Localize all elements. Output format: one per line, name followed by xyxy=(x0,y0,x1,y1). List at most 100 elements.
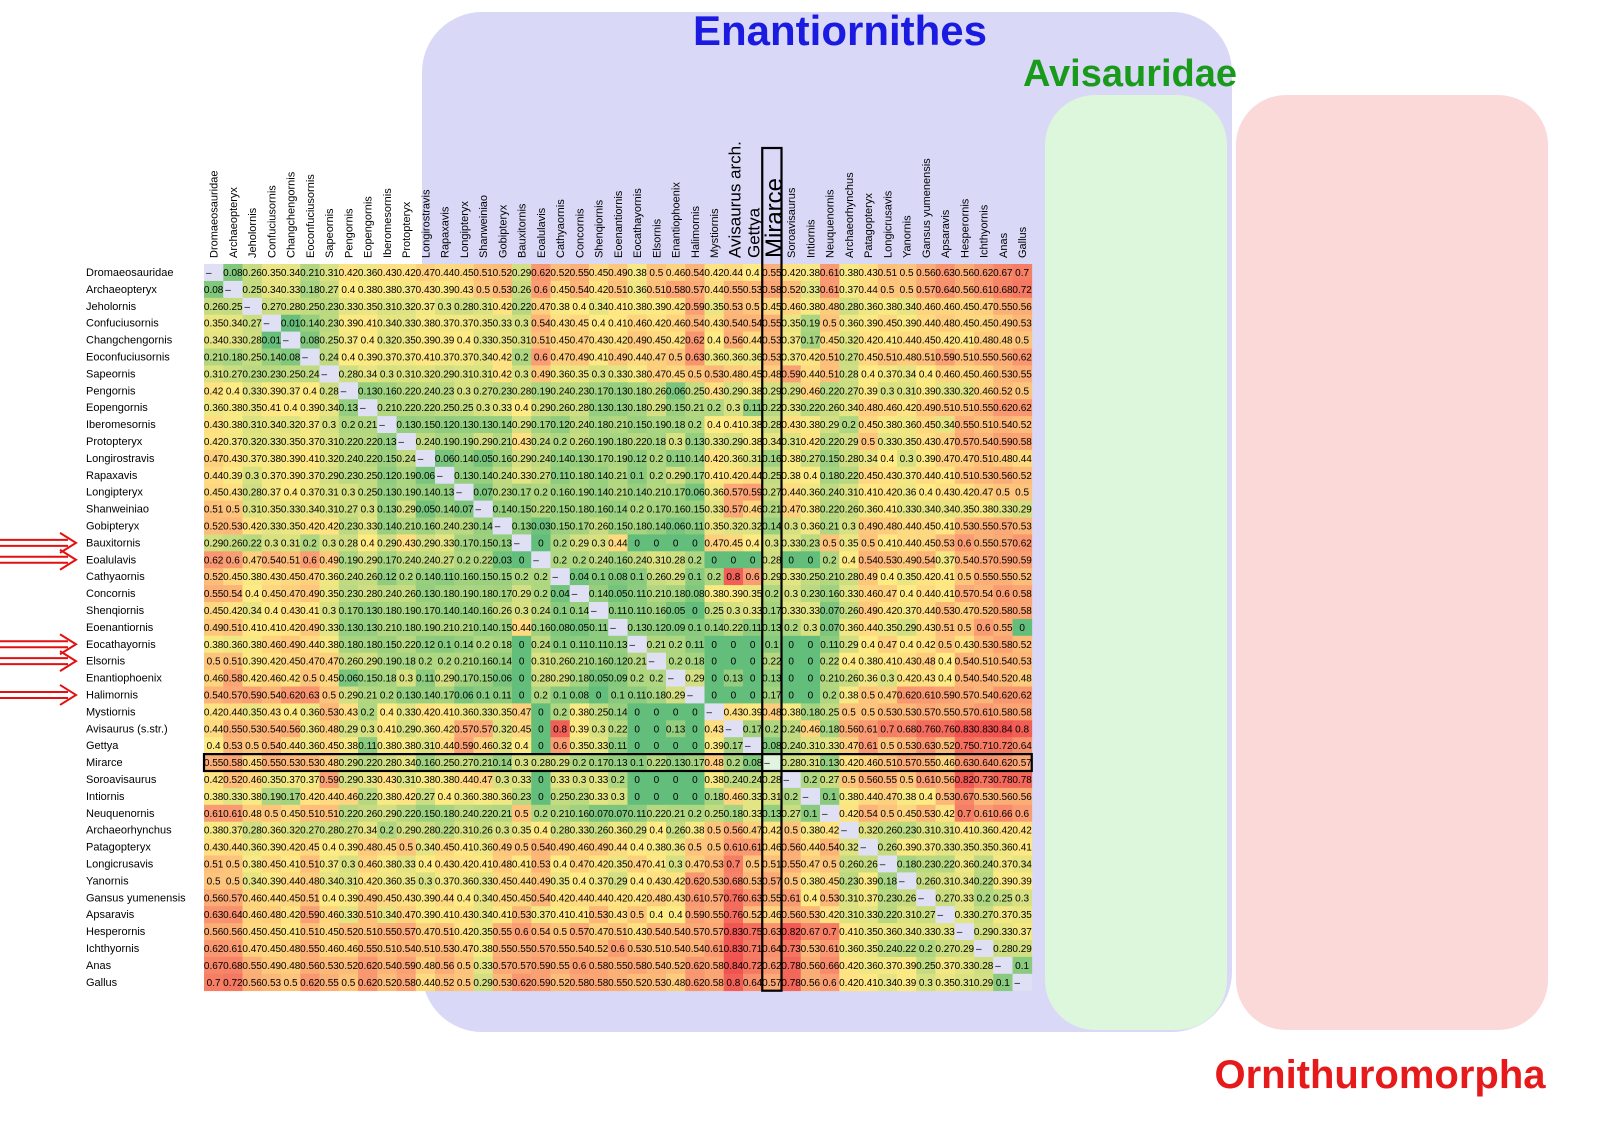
cell-value: 0.5 xyxy=(784,876,798,887)
cell-value: 0.25 xyxy=(454,403,474,414)
cell-value: 0 xyxy=(788,555,794,566)
cell-value: 0.3 xyxy=(1015,893,1029,904)
cell-value: 0.4 xyxy=(592,319,606,330)
column-label: Apsaravis xyxy=(940,209,952,258)
cell xyxy=(396,297,417,316)
cell-value: 0.34 xyxy=(916,505,936,516)
cell xyxy=(415,297,436,316)
cell-diagonal-mark: – xyxy=(764,758,770,769)
cell-value: 0.36 xyxy=(242,843,262,854)
cell-value: 0.15 xyxy=(550,522,570,533)
cell-value: 0.67 xyxy=(993,268,1013,279)
cell-value: 0.55 xyxy=(358,944,378,955)
cell-value: 0.17 xyxy=(454,674,474,685)
cell-value: 0.51 xyxy=(435,927,455,938)
cell-value: 0.67 xyxy=(204,961,224,972)
cell-value: 0.45 xyxy=(916,420,936,431)
cell-value: 0.45 xyxy=(955,302,975,313)
cell-value: 0.3 xyxy=(592,538,606,549)
cell-value: 0.58 xyxy=(627,961,647,972)
cell-diagonal-mark: – xyxy=(495,522,501,533)
cell xyxy=(338,297,359,316)
cell-value: 0.28 xyxy=(762,775,782,786)
cell xyxy=(415,314,436,332)
cell-value: 0.44 xyxy=(916,471,936,482)
cell-value: 0.5 xyxy=(399,843,413,854)
cell-value: 0.51 xyxy=(223,623,243,634)
cell-value: 0.54 xyxy=(647,927,667,938)
cell-value: 0.29 xyxy=(339,724,359,735)
cell-value: 0.64 xyxy=(935,285,955,296)
cell-value: 0.3 xyxy=(784,522,798,533)
cell-value: 0.38 xyxy=(743,420,763,431)
cell-value: 0.2 xyxy=(553,707,567,718)
cell xyxy=(512,280,532,299)
column-label: Archaeorhynchus xyxy=(844,172,856,258)
cell-value: 0.14 xyxy=(454,640,474,651)
cell-value: 0.17 xyxy=(762,606,782,617)
cell-value: 0.51 xyxy=(935,623,955,634)
cell-value: 0.4 xyxy=(630,876,644,887)
cell-value: 0.11 xyxy=(358,741,377,752)
cell-value: 0.2 xyxy=(399,572,413,583)
cell-value: 0.11 xyxy=(551,471,570,482)
cell-value: 0.49 xyxy=(993,319,1013,330)
cell-value: 0.41 xyxy=(647,860,667,871)
cell-value: 0.16 xyxy=(493,454,513,465)
cell-value: 0.3 xyxy=(457,386,471,397)
cell-value: 0.15 xyxy=(377,640,397,651)
cell-value: 0.29 xyxy=(339,758,359,769)
cell-value: 0.45 xyxy=(878,319,898,330)
cell-value: 0.37 xyxy=(262,488,282,499)
cell-value: 0.38 xyxy=(897,792,917,803)
cell xyxy=(897,314,917,332)
cell-value: 0.34 xyxy=(897,927,917,938)
cell-value: 0.13 xyxy=(608,403,628,414)
cell-value: 0.37 xyxy=(993,910,1013,921)
cell-value: 0.52 xyxy=(743,910,763,921)
cell-value: 0.33 xyxy=(319,623,339,634)
cell-value: 0.17 xyxy=(570,522,590,533)
cell-value: 0.38 xyxy=(358,285,378,296)
cell-value: 0.53 xyxy=(801,944,821,955)
cell-value: 0.18 xyxy=(300,285,320,296)
cell-value: 0.33 xyxy=(493,403,513,414)
cell-value: 0.48 xyxy=(993,454,1013,465)
cell-value: 0.47 xyxy=(570,336,590,347)
cell-value: 0.42 xyxy=(627,893,647,904)
cell-value: 0.37 xyxy=(858,893,878,904)
cell-value: 0.48 xyxy=(262,910,282,921)
cell-value: 0.42 xyxy=(801,437,821,448)
cell-value: 0.33 xyxy=(781,538,801,549)
cell-value: 0.7 xyxy=(1015,268,1029,279)
cell xyxy=(415,331,436,349)
cell xyxy=(897,264,917,282)
cell-value: 0 xyxy=(634,792,640,803)
cell-value: 0.34 xyxy=(935,505,955,516)
cell-value: 0.44 xyxy=(743,336,763,347)
cell-value: 0.16 xyxy=(416,758,436,769)
cell-value: 0.06 xyxy=(666,522,686,533)
cell-value: 0.38 xyxy=(743,437,763,448)
cell xyxy=(685,348,705,366)
cell-value: 0 xyxy=(634,741,640,752)
cell-value: 0.2 xyxy=(803,775,817,786)
cell-value: 0.8 xyxy=(553,724,567,735)
cell xyxy=(608,297,628,316)
cell-value: 0.37 xyxy=(531,910,551,921)
cell-value: 0.37 xyxy=(300,775,320,786)
cell-value: 0.5 xyxy=(341,978,355,989)
cell-value: 0.29 xyxy=(550,674,570,685)
cell-value: 0.41 xyxy=(358,319,378,330)
cell-value: 0.16 xyxy=(608,555,628,566)
cell-value: 0.49 xyxy=(608,353,628,364)
cell-value: 0.38 xyxy=(377,741,397,752)
cell-value: 0 xyxy=(750,691,756,702)
row-label: Gobipteryx xyxy=(86,521,140,533)
cell-value: 0.31 xyxy=(319,505,339,516)
cell-value: 0.18 xyxy=(570,674,590,685)
cell-value: 0.26 xyxy=(647,572,667,583)
cell-value: 0.18 xyxy=(435,809,455,820)
cell-value: 0.38 xyxy=(242,792,262,803)
cell-value: 0.55 xyxy=(204,589,224,600)
